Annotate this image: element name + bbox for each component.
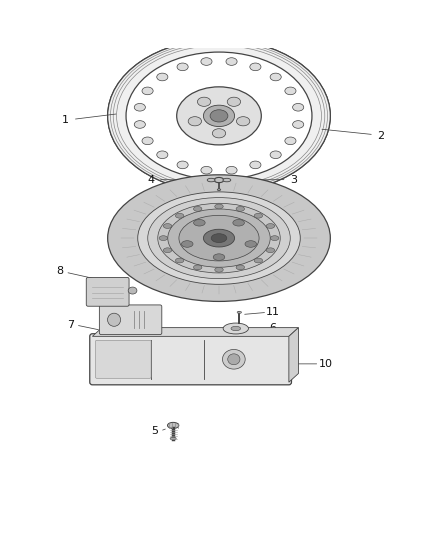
Ellipse shape — [128, 287, 137, 294]
Text: 10: 10 — [319, 359, 333, 369]
Ellipse shape — [233, 220, 244, 226]
Ellipse shape — [134, 120, 145, 128]
Ellipse shape — [236, 206, 244, 211]
Ellipse shape — [163, 224, 172, 229]
Ellipse shape — [188, 117, 201, 126]
Ellipse shape — [207, 179, 215, 182]
Ellipse shape — [177, 63, 188, 71]
Ellipse shape — [168, 209, 270, 267]
Ellipse shape — [170, 437, 176, 440]
Text: 5: 5 — [151, 426, 158, 436]
Ellipse shape — [213, 254, 225, 261]
Ellipse shape — [285, 87, 296, 95]
Ellipse shape — [201, 58, 212, 66]
Text: 1: 1 — [62, 115, 69, 125]
Ellipse shape — [285, 137, 296, 144]
Ellipse shape — [157, 73, 168, 81]
Text: 11: 11 — [266, 308, 280, 317]
Ellipse shape — [198, 97, 211, 107]
Text: 6: 6 — [269, 324, 276, 334]
Polygon shape — [289, 328, 298, 382]
Ellipse shape — [177, 161, 188, 169]
Text: 2: 2 — [377, 131, 384, 141]
Ellipse shape — [138, 192, 300, 284]
Ellipse shape — [142, 87, 153, 95]
FancyBboxPatch shape — [95, 340, 151, 378]
Ellipse shape — [217, 189, 221, 190]
Ellipse shape — [158, 203, 280, 273]
Ellipse shape — [293, 120, 304, 128]
Ellipse shape — [223, 179, 231, 182]
Ellipse shape — [231, 326, 240, 330]
Text: 3: 3 — [290, 175, 297, 184]
Ellipse shape — [203, 105, 235, 126]
Ellipse shape — [237, 117, 250, 126]
Ellipse shape — [148, 198, 290, 279]
Ellipse shape — [108, 313, 120, 326]
Ellipse shape — [237, 311, 241, 313]
Polygon shape — [92, 328, 298, 336]
Ellipse shape — [214, 177, 224, 183]
Ellipse shape — [194, 220, 205, 226]
Ellipse shape — [134, 103, 145, 111]
Ellipse shape — [227, 97, 240, 107]
Ellipse shape — [212, 128, 226, 138]
Ellipse shape — [177, 87, 261, 145]
Ellipse shape — [201, 166, 212, 174]
FancyBboxPatch shape — [86, 277, 129, 306]
Ellipse shape — [215, 204, 223, 209]
Ellipse shape — [223, 350, 245, 369]
Ellipse shape — [266, 248, 275, 253]
Ellipse shape — [210, 110, 228, 122]
Ellipse shape — [157, 151, 168, 159]
Ellipse shape — [126, 52, 312, 180]
Ellipse shape — [270, 236, 279, 240]
Ellipse shape — [159, 236, 168, 240]
Text: 8: 8 — [56, 266, 63, 276]
Ellipse shape — [254, 258, 263, 263]
Ellipse shape — [179, 215, 259, 261]
Ellipse shape — [203, 229, 235, 247]
Ellipse shape — [270, 151, 281, 159]
Ellipse shape — [194, 206, 202, 211]
Ellipse shape — [108, 39, 330, 192]
Ellipse shape — [266, 224, 275, 229]
Ellipse shape — [142, 137, 153, 144]
Text: 7: 7 — [67, 320, 74, 330]
Ellipse shape — [250, 63, 261, 71]
Ellipse shape — [223, 323, 248, 334]
Text: 9: 9 — [118, 292, 125, 302]
Ellipse shape — [167, 422, 179, 429]
Ellipse shape — [226, 166, 237, 174]
Ellipse shape — [163, 248, 172, 253]
Ellipse shape — [175, 258, 184, 263]
Ellipse shape — [226, 58, 237, 66]
Ellipse shape — [211, 233, 227, 243]
Ellipse shape — [245, 241, 257, 247]
Ellipse shape — [228, 354, 240, 365]
Ellipse shape — [254, 213, 263, 218]
Text: 4: 4 — [148, 175, 155, 184]
Ellipse shape — [270, 73, 281, 81]
Ellipse shape — [194, 265, 202, 270]
FancyBboxPatch shape — [99, 305, 162, 335]
Ellipse shape — [293, 103, 304, 111]
Ellipse shape — [250, 161, 261, 169]
Ellipse shape — [236, 265, 244, 270]
Ellipse shape — [181, 241, 193, 247]
Ellipse shape — [175, 213, 184, 218]
Ellipse shape — [108, 175, 330, 302]
FancyBboxPatch shape — [90, 334, 291, 385]
Ellipse shape — [215, 268, 223, 272]
